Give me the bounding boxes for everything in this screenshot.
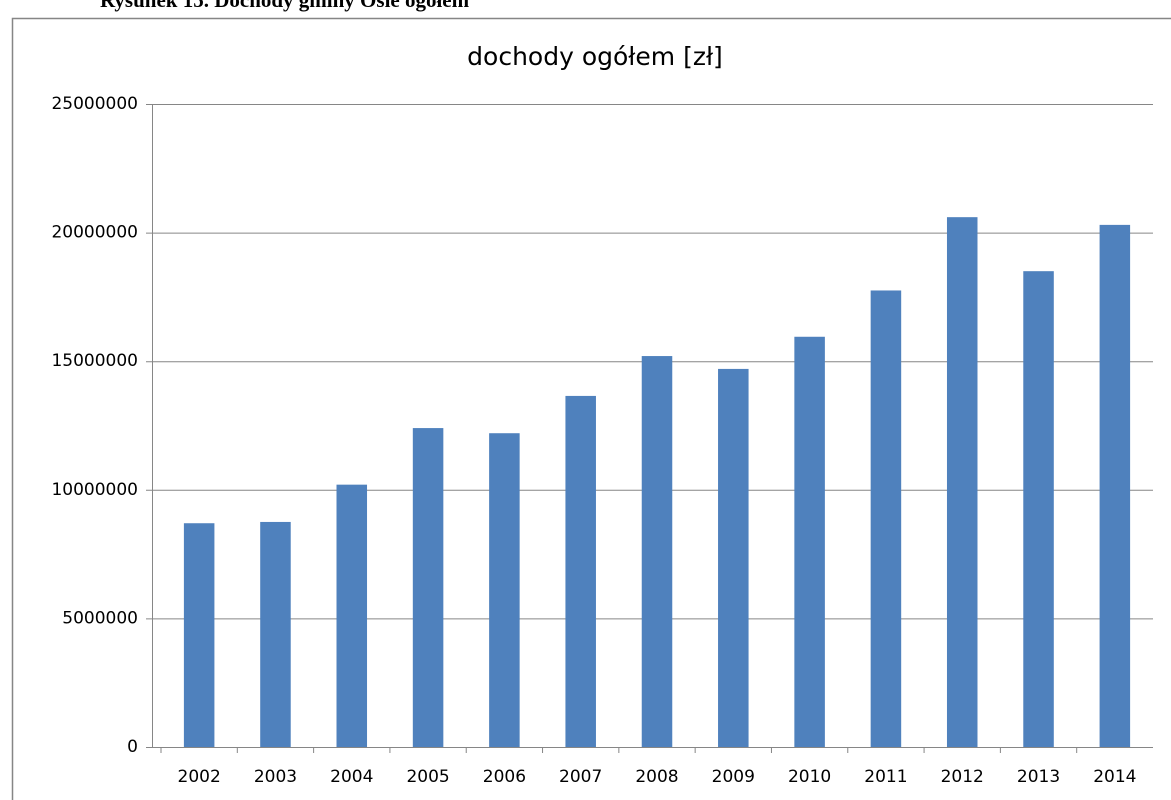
bar — [641, 356, 673, 747]
x-tick-label: 2011 — [864, 767, 907, 787]
x-tick-label: 2002 — [178, 767, 221, 787]
bar — [718, 368, 749, 747]
y-tick-label: 20000000 — [51, 223, 138, 243]
y-tick-label: 10000000 — [51, 480, 138, 500]
x-tick-label: 2009 — [712, 767, 755, 787]
x-tick-label: 2005 — [406, 767, 449, 787]
bar — [1023, 271, 1054, 747]
x-tick-label: 2008 — [635, 767, 678, 787]
bar — [336, 484, 368, 747]
bar — [183, 523, 215, 747]
bar — [870, 290, 902, 747]
bar — [565, 395, 596, 747]
y-tick-label: 15000000 — [51, 351, 138, 371]
y-tick-label: 25000000 — [51, 94, 138, 114]
x-tick-label: 2003 — [254, 767, 297, 787]
x-tick-label: 2006 — [483, 767, 526, 787]
bar — [412, 428, 444, 747]
bar — [489, 433, 520, 747]
bar — [260, 521, 291, 747]
bar — [1099, 224, 1131, 747]
chart-title: dochody ogółem [zł] — [467, 42, 723, 71]
y-tick-label: 5000000 — [62, 608, 138, 628]
figure-heading: Rysunek 15. Dochody gminy Osie ogółem — [100, 0, 470, 12]
x-tick-label: 2012 — [941, 767, 984, 787]
y-tick-label: 0 — [127, 737, 138, 757]
x-tick-label: 2007 — [559, 767, 602, 787]
bar — [794, 336, 825, 747]
x-tick-label: 2014 — [1093, 767, 1136, 787]
x-tick-label: 2010 — [788, 767, 831, 787]
bar — [946, 217, 978, 748]
x-tick-label: 2004 — [330, 767, 373, 787]
x-tick-label: 2013 — [1017, 767, 1060, 787]
